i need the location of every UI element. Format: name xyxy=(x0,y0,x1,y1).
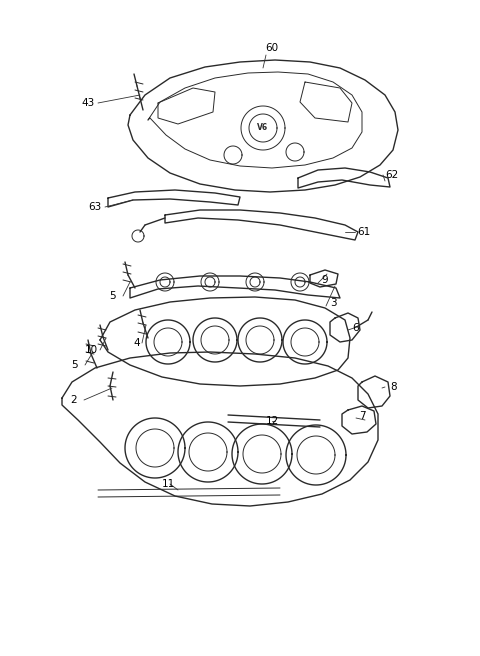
Text: 7: 7 xyxy=(359,411,365,421)
Text: 61: 61 xyxy=(358,227,371,237)
Text: 12: 12 xyxy=(265,416,278,426)
Text: 8: 8 xyxy=(391,382,397,392)
Text: 5: 5 xyxy=(71,360,77,370)
Text: 5: 5 xyxy=(110,291,116,301)
Text: 43: 43 xyxy=(82,98,95,108)
Text: 4: 4 xyxy=(134,338,140,348)
Text: 10: 10 xyxy=(84,345,97,355)
Text: 63: 63 xyxy=(88,202,102,212)
Text: 60: 60 xyxy=(265,43,278,53)
Text: 2: 2 xyxy=(71,395,77,405)
Text: V6: V6 xyxy=(257,123,269,133)
Text: 62: 62 xyxy=(385,170,398,180)
Text: 6: 6 xyxy=(353,323,360,333)
Text: 9: 9 xyxy=(322,275,328,285)
Text: 11: 11 xyxy=(161,479,175,489)
Text: 3: 3 xyxy=(330,298,336,308)
